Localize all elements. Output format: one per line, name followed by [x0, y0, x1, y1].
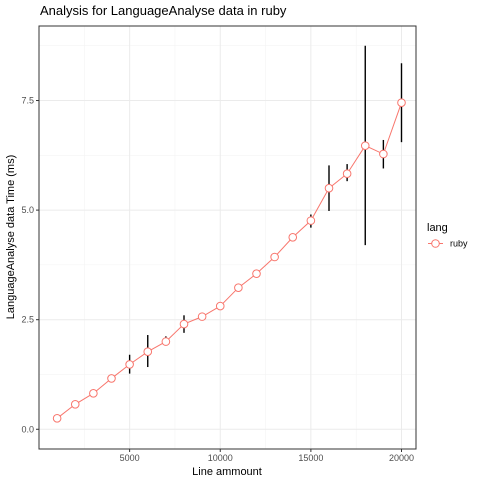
plot-border [38, 25, 417, 450]
legend-key-point [431, 239, 440, 248]
x-axis-title: Line ammount [192, 466, 262, 478]
data-point [397, 98, 406, 108]
y-tick-label: 0.0 [21, 424, 34, 434]
x-axis-ticks: 5000 10000 15000 20000 [120, 449, 414, 463]
x-tick-label: 15000 [298, 453, 323, 463]
data-point [125, 360, 134, 369]
y-tick-label: 7.5 [21, 96, 34, 106]
y-axis-title: LanguageAnalyse data Time (ms) [5, 155, 17, 319]
data-point [197, 312, 207, 321]
data-point [234, 283, 243, 292]
y-axis-ticks: 0.0 2.5 5.0 7.5 [21, 96, 39, 434]
legend-title: lang [427, 222, 448, 234]
data-point [288, 232, 298, 242]
data-point [379, 149, 388, 159]
data-point [107, 374, 116, 383]
series-points [52, 98, 406, 423]
data-point [270, 252, 279, 262]
x-tick-label: 10000 [208, 453, 233, 463]
data-point [161, 337, 171, 346]
data-point [179, 319, 189, 329]
legend-items: ruby [427, 235, 468, 252]
x-tick-label: 20000 [389, 453, 414, 463]
legend-label: ruby [450, 239, 468, 249]
data-point [306, 216, 316, 225]
chart-title: Analysis for LanguageAnalyse data in rub… [40, 3, 287, 18]
x-tick-label: 5000 [120, 453, 140, 463]
grid-minor [39, 26, 416, 449]
plot-panel [39, 26, 416, 449]
data-point [342, 169, 352, 179]
data-point [52, 414, 62, 423]
y-tick-label: 5.0 [21, 205, 34, 215]
legend: lang ruby [427, 222, 468, 252]
data-point [360, 141, 370, 150]
data-point [324, 183, 334, 193]
y-tick-label: 2.5 [21, 315, 34, 325]
data-point [252, 269, 261, 278]
data-point [143, 347, 153, 356]
data-point [89, 389, 98, 398]
data-point [70, 399, 80, 409]
data-point [215, 301, 225, 311]
